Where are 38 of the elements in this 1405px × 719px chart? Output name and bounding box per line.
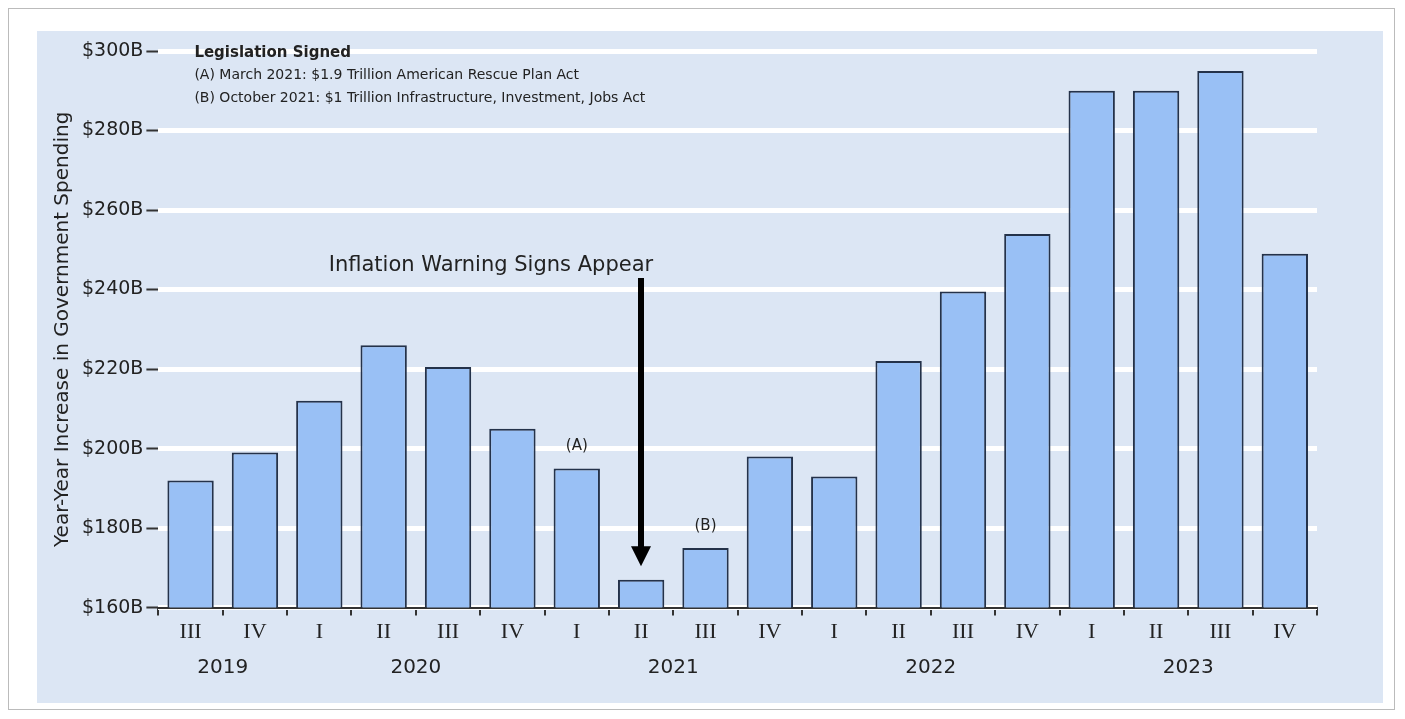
x-tick-label: I	[315, 617, 323, 643]
x-tick-label: I	[1088, 617, 1096, 643]
y-tick-label: $180B	[82, 515, 144, 538]
x-tick-label: II	[891, 617, 906, 643]
x-tick-label: I	[830, 617, 838, 643]
text: 2020	[390, 653, 442, 678]
y-tick-label: $300B	[82, 37, 144, 60]
x-tick-label: III	[694, 617, 717, 643]
text: 2021	[647, 653, 699, 678]
x-tick-label: III	[437, 617, 460, 643]
y-tick-label: $220B	[82, 355, 144, 378]
annotation: (B) October 2021: $1 Trillion Infrastructure, Investment, Jobs Act	[194, 88, 646, 105]
y-tick-label: $260B	[82, 196, 144, 219]
x-tick-label: II	[633, 617, 649, 643]
x-tick-label: I	[573, 617, 581, 643]
y-tick-label: $280B	[82, 117, 144, 140]
y-tick-label: $240B	[82, 276, 144, 299]
x-tick-label: III	[179, 617, 202, 643]
text: 2019	[197, 653, 249, 678]
x-tick-label: IV	[500, 617, 525, 643]
text: 2022	[905, 653, 957, 678]
x-tick-label: IV	[1273, 617, 1297, 643]
annotation: Legislation Signed	[194, 42, 351, 61]
x-tick-label: II	[376, 617, 391, 643]
x-tick-label: II	[1148, 617, 1164, 643]
x-tick-label: IV	[243, 617, 267, 643]
annotation: Inflation Warning Signs Appear	[328, 252, 654, 277]
y-axis-title: Year-Year Increase in Government Spending	[49, 111, 74, 548]
x-tick-label: III	[951, 617, 974, 643]
y-tick-label: $160B	[82, 594, 144, 617]
x-tick-label: IV	[1015, 617, 1040, 643]
x-tick-label: IV	[758, 617, 782, 643]
annotation: (B)	[694, 515, 717, 534]
x-tick-label: III	[1209, 617, 1232, 643]
text: 2023	[1162, 653, 1214, 678]
annotation: (A)	[565, 436, 588, 455]
annotation: (A) March 2021: $1.9 Trillion American Rescue Plan Act	[194, 65, 580, 82]
y-tick-label: $200B	[82, 435, 144, 458]
